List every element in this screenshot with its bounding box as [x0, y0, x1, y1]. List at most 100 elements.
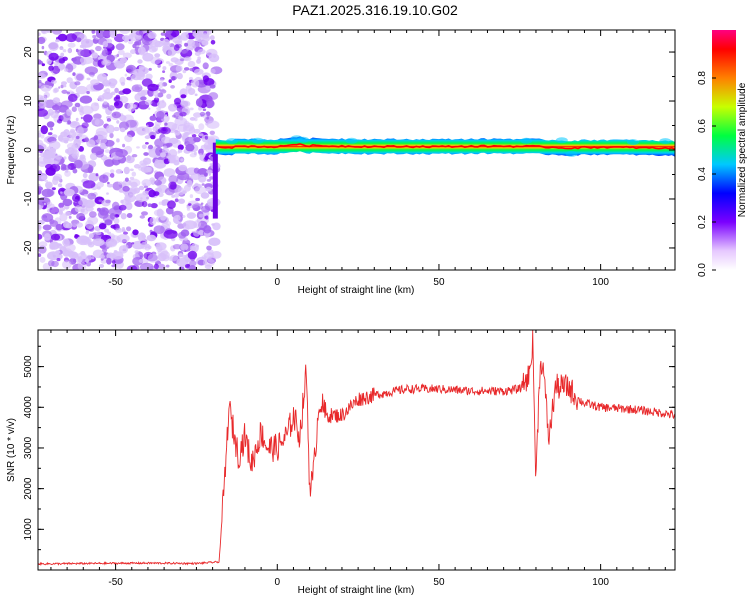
noise-speck: [72, 168, 78, 174]
noise-speck: [42, 150, 53, 160]
noise-speck: [45, 167, 56, 176]
noise-speck: [134, 250, 139, 254]
noise-speck: [41, 63, 45, 67]
noise-speck: [178, 253, 184, 258]
noise-speck: [106, 124, 115, 134]
noise-speck: [67, 48, 72, 54]
noise-speck: [133, 68, 144, 76]
noise-speck: [189, 194, 194, 199]
noise-speck: [166, 93, 172, 99]
noise-speck: [79, 154, 86, 160]
noise-speck: [57, 176, 62, 181]
noise-speck: [54, 161, 59, 165]
noise-speck: [72, 193, 81, 203]
noise-speck: [48, 52, 59, 61]
noise-speck: [119, 30, 130, 35]
noise-speck: [127, 102, 136, 112]
noise-speck: [193, 128, 201, 134]
noise-speck: [60, 84, 64, 89]
noise-speck: [168, 181, 177, 190]
noise-speck: [187, 250, 198, 260]
noise-speck: [114, 214, 120, 218]
noise-speck: [51, 241, 58, 247]
noise-speck: [197, 259, 205, 266]
colorbar-label: Normalized spectral amplitude: [737, 82, 748, 217]
noise-speck: [41, 188, 54, 198]
noise-speck: [82, 180, 96, 189]
noise-speck: [52, 65, 61, 74]
noise-speck: [85, 220, 94, 230]
noise-speck: [98, 199, 103, 202]
noise-speck: [44, 179, 48, 183]
noise-speck: [192, 30, 203, 38]
noise-speck: [206, 48, 218, 58]
noise-speck: [140, 241, 148, 250]
colorbar-tick-label: 0.4: [697, 167, 708, 181]
noise-speck: [209, 130, 215, 135]
noise-speck: [55, 250, 61, 254]
noise-speck: [95, 173, 99, 177]
noise-speck: [160, 32, 166, 36]
noise-speck: [153, 209, 165, 217]
noise-speck: [63, 220, 70, 229]
noise-speck: [95, 231, 102, 236]
noise-speck: [158, 81, 164, 89]
noise-speck: [187, 39, 195, 47]
noise-speck: [118, 204, 127, 211]
noise-speck: [40, 30, 49, 35]
noise-speck: [176, 257, 189, 267]
noise-speck: [142, 52, 154, 62]
noise-speck: [38, 241, 48, 248]
noise-speck: [154, 40, 164, 48]
noise-speck: [142, 190, 150, 196]
noise-speck: [123, 231, 128, 235]
noise-speck: [83, 193, 88, 197]
noise-speck: [90, 79, 100, 86]
snr-xtick-label: 100: [592, 577, 609, 588]
signal-blob: [251, 137, 264, 144]
noise-speck: [76, 126, 84, 136]
signal-blob: [345, 137, 358, 144]
noise-speck: [132, 43, 137, 49]
noise-speck: [89, 233, 94, 239]
noise-speck: [102, 208, 106, 212]
noise-speck: [150, 135, 156, 140]
noise-speck: [81, 122, 89, 129]
noise-speck: [189, 117, 196, 121]
noise-speck: [176, 72, 183, 80]
spectrogram-xtick-label: 0: [274, 277, 280, 288]
snr-ytick-label: 1000: [23, 518, 34, 541]
noise-speck: [95, 45, 102, 52]
noise-speck: [105, 238, 118, 247]
noise-speck: [131, 171, 137, 177]
noise-speck: [125, 119, 137, 128]
noise-speck: [141, 201, 148, 208]
noise-speck: [177, 144, 184, 151]
noise-speck: [40, 84, 52, 92]
noise-speck: [200, 192, 210, 199]
noise-speck: [109, 82, 116, 89]
noise-speck: [149, 217, 157, 226]
noise-speck: [146, 234, 157, 242]
noise-speck: [174, 117, 188, 127]
noise-speck: [156, 110, 165, 120]
noise-speck: [105, 199, 111, 204]
noise-speck: [170, 85, 176, 89]
noise-speck: [45, 163, 53, 170]
noise-speck: [160, 89, 167, 94]
spectrogram-ytick-label: 20: [23, 46, 34, 58]
noise-speck: [198, 148, 204, 155]
snr-ylabel: SNR (10 * v/v): [6, 418, 17, 482]
noise-speck: [44, 233, 51, 241]
noise-speck: [48, 260, 55, 267]
signal-blob: [555, 137, 568, 144]
noise-speck: [206, 245, 212, 251]
noise-speck: [159, 78, 164, 82]
noise-speck: [150, 203, 158, 209]
noise-speck: [193, 230, 200, 237]
snr-xlabel: Height of straight line (km): [298, 585, 415, 596]
noise-speck: [168, 175, 179, 184]
spectrogram-ylabel: Frequency (Hz): [6, 116, 17, 185]
noise-speck: [189, 67, 195, 72]
noise-speck: [119, 114, 127, 122]
